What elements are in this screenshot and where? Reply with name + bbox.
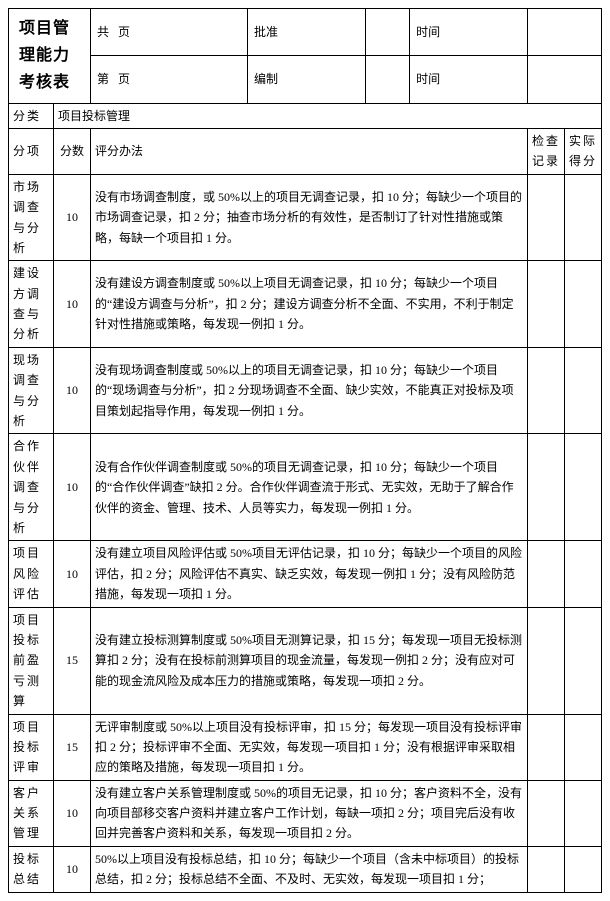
method-cell: 没有建立客户关系管理制度或 50%的项目无记录，扣 10 分；客户资料不全，没有…: [91, 780, 528, 846]
header-row-1: 项目管理能力考核表 共 页 批准 时间: [9, 9, 602, 56]
subitem-cell: 建设方调查与分析: [9, 261, 54, 348]
subitem-cell: 市场调查与分析: [9, 174, 54, 261]
compile-label: 编制: [247, 56, 365, 103]
time2-label: 时间: [410, 56, 528, 103]
approve-label: 批准: [247, 9, 365, 56]
actual-cell: [565, 261, 602, 348]
actual-cell: [565, 434, 602, 541]
check-cell: [528, 714, 565, 780]
subitem-cell: 投标总结: [9, 846, 54, 892]
method-cell: 没有市场调查制度，或 50%以上的项目无调查记录，扣 10 分；每缺少一个项目的…: [91, 174, 528, 261]
table-row: 现场调查与分析10没有现场调查制度或 50%以上的项目无调查记录，扣 10 分；…: [9, 347, 602, 434]
actual-cell: [565, 780, 602, 846]
actual-cell: [565, 846, 602, 892]
subitem-cell: 客户关系管理: [9, 780, 54, 846]
score-cell: 10: [54, 846, 91, 892]
header-row-2: 第 页 编制 时间: [9, 56, 602, 103]
table-title: 项目管理能力考核表: [9, 9, 91, 104]
pages-num: 第 页: [91, 56, 248, 103]
check-cell: [528, 541, 565, 607]
method-header: 评分办法: [91, 128, 528, 174]
table-row: 建设方调查与分析10没有建设方调查制度或 50%以上项目无调查记录，扣 10 分…: [9, 261, 602, 348]
score-header: 分数: [54, 128, 91, 174]
category-label: 分类: [9, 103, 54, 128]
table-row: 合作伙伴调查与分析10没有合作伙伴调查制度或 50%的项目无调查记录，扣 10 …: [9, 434, 602, 541]
time2-value: [528, 56, 602, 103]
method-cell: 没有建立项目风险评估或 50%项目无评估记录，扣 10 分；每缺少一个项目的风险…: [91, 541, 528, 607]
check-header: 检查记录: [528, 128, 565, 174]
subitem-cell: 项目投标前盈亏测算: [9, 607, 54, 714]
score-cell: 15: [54, 714, 91, 780]
subitem-header: 分项: [9, 128, 54, 174]
table-row: 项目风险评估10没有建立项目风险评估或 50%项目无评估记录，扣 10 分；每缺…: [9, 541, 602, 607]
check-cell: [528, 607, 565, 714]
time1-value: [528, 9, 602, 56]
score-cell: 10: [54, 261, 91, 348]
method-cell: 没有建立投标测算制度或 50%项目无测算记录，扣 15 分；每发现一项目无投标测…: [91, 607, 528, 714]
compile-value: [365, 56, 409, 103]
table-row: 项目投标评审15无评审制度或 50%以上项目没有投标评审，扣 15 分；每发现一…: [9, 714, 602, 780]
table-row: 投标总结1050%以上项目没有投标总结，扣 10 分；每缺少一个项目（含未中标项…: [9, 846, 602, 892]
time1-label: 时间: [410, 9, 528, 56]
method-cell: 50%以上项目没有投标总结，扣 10 分；每缺少一个项目（含未中标项目）的投标总…: [91, 846, 528, 892]
actual-cell: [565, 714, 602, 780]
actual-cell: [565, 541, 602, 607]
score-cell: 10: [54, 174, 91, 261]
category-row: 分类 项目投标管理: [9, 103, 602, 128]
actual-cell: [565, 174, 602, 261]
actual-cell: [565, 607, 602, 714]
check-cell: [528, 347, 565, 434]
pages-total: 共 页: [91, 9, 248, 56]
method-cell: 没有合作伙伴调查制度或 50%的项目无调查记录，扣 10 分；每缺少一个项目的“…: [91, 434, 528, 541]
subitem-cell: 现场调查与分析: [9, 347, 54, 434]
score-cell: 15: [54, 607, 91, 714]
subitem-cell: 项目投标评审: [9, 714, 54, 780]
score-cell: 10: [54, 434, 91, 541]
assessment-table: 项目管理能力考核表 共 页 批准 时间 第 页 编制 时间 分类 项目投标管理 …: [8, 8, 602, 893]
actual-cell: [565, 347, 602, 434]
check-cell: [528, 261, 565, 348]
score-cell: 10: [54, 541, 91, 607]
subitem-cell: 合作伙伴调查与分析: [9, 434, 54, 541]
check-cell: [528, 174, 565, 261]
method-cell: 没有现场调查制度或 50%以上的项目无调查记录，扣 10 分；每缺少一个项目的“…: [91, 347, 528, 434]
method-cell: 没有建设方调查制度或 50%以上项目无调查记录，扣 10 分；每缺少一个项目的“…: [91, 261, 528, 348]
column-headers: 分项 分数 评分办法 检查记录 实际得分: [9, 128, 602, 174]
score-cell: 10: [54, 780, 91, 846]
method-cell: 无评审制度或 50%以上项目没有投标评审，扣 15 分；每发现一项目没有投标评审…: [91, 714, 528, 780]
subitem-cell: 项目风险评估: [9, 541, 54, 607]
table-row: 客户关系管理10没有建立客户关系管理制度或 50%的项目无记录，扣 10 分；客…: [9, 780, 602, 846]
check-cell: [528, 846, 565, 892]
check-cell: [528, 434, 565, 541]
table-row: 项目投标前盈亏测算15没有建立投标测算制度或 50%项目无测算记录，扣 15 分…: [9, 607, 602, 714]
table-row: 市场调查与分析10没有市场调查制度，或 50%以上的项目无调查记录，扣 10 分…: [9, 174, 602, 261]
check-cell: [528, 780, 565, 846]
approve-value: [365, 9, 409, 56]
score-cell: 10: [54, 347, 91, 434]
category-value: 项目投标管理: [54, 103, 602, 128]
actual-header: 实际得分: [565, 128, 602, 174]
